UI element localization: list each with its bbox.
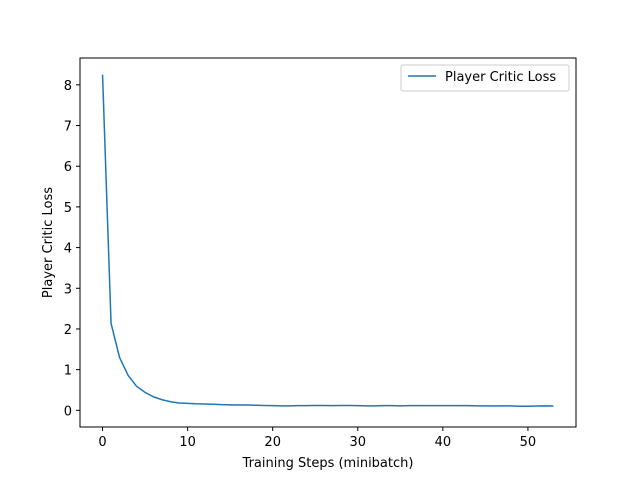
y-tick-label: 5: [64, 201, 72, 216]
y-tick-label: 1: [64, 364, 72, 379]
y-tick-label: 8: [64, 79, 72, 94]
legend: Player Critic Loss: [400, 64, 570, 92]
y-axis-ticks: 0 1 2 3 4 5 6 7 8: [64, 79, 80, 419]
x-tick-label: 50: [520, 435, 537, 450]
y-tick-label: 2: [64, 323, 72, 338]
legend-box: [400, 64, 570, 92]
x-axis-label: Training Steps (minibatch): [242, 456, 414, 471]
series-lines: [101, 74, 554, 407]
y-axis-label: Player Critic Loss: [41, 187, 56, 298]
y-tick-label: 0: [64, 404, 72, 419]
plot-frame: [79, 57, 577, 428]
y-tick-label: 6: [64, 160, 72, 175]
y-tick-label: 4: [64, 242, 72, 257]
y-tick-label: 7: [64, 120, 72, 135]
x-tick-label: 30: [350, 435, 367, 450]
x-tick-label: 40: [435, 435, 452, 450]
y-tick-label: 3: [64, 282, 72, 297]
series-line: [101, 74, 554, 407]
x-tick-label: 0: [98, 435, 106, 450]
legend-label: Player Critic Loss: [445, 70, 556, 85]
x-axis-ticks: 0 10 20 30 40 50: [98, 427, 536, 450]
x-tick-label: 20: [264, 435, 281, 450]
x-tick-label: 10: [179, 435, 196, 450]
